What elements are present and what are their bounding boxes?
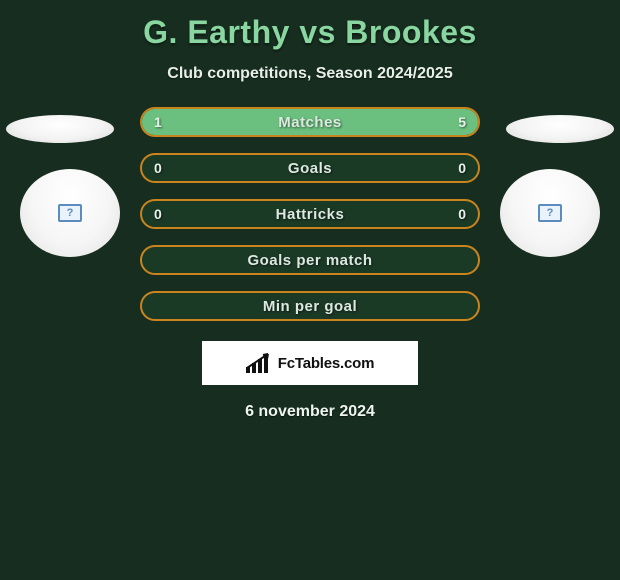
stat-label: Matches xyxy=(142,114,478,131)
date-stamp: 6 november 2024 xyxy=(0,403,620,421)
player-avatar-right xyxy=(500,169,600,257)
page-title: G. Earthy vs Brookes xyxy=(0,0,620,51)
stat-row: Goals per match xyxy=(140,245,480,275)
stat-row: Min per goal xyxy=(140,291,480,321)
stat-label: Min per goal xyxy=(142,298,478,315)
stat-label: Goals xyxy=(142,160,478,177)
stat-value-right: 0 xyxy=(458,160,466,176)
stat-row: 1 Matches 5 xyxy=(140,107,480,137)
stat-label: Hattricks xyxy=(142,206,478,223)
stat-value-right: 5 xyxy=(458,114,466,130)
stat-row: 0 Goals 0 xyxy=(140,153,480,183)
brand-box[interactable]: FcTables.com xyxy=(202,341,418,385)
brand-text: FcTables.com xyxy=(278,355,375,372)
image-placeholder-icon xyxy=(58,204,82,222)
page-subtitle: Club competitions, Season 2024/2025 xyxy=(0,65,620,83)
player-avatar-left xyxy=(20,169,120,257)
stat-rows: 1 Matches 5 0 Goals 0 0 Hattricks 0 Goal… xyxy=(140,107,480,321)
signal-bars-icon xyxy=(246,353,272,373)
stat-label: Goals per match xyxy=(142,252,478,269)
club-badge-left xyxy=(6,115,114,143)
stat-row: 0 Hattricks 0 xyxy=(140,199,480,229)
club-badge-right xyxy=(506,115,614,143)
image-placeholder-icon xyxy=(538,204,562,222)
stat-value-right: 0 xyxy=(458,206,466,222)
comparison-stage: 1 Matches 5 0 Goals 0 0 Hattricks 0 Goal… xyxy=(0,107,620,321)
